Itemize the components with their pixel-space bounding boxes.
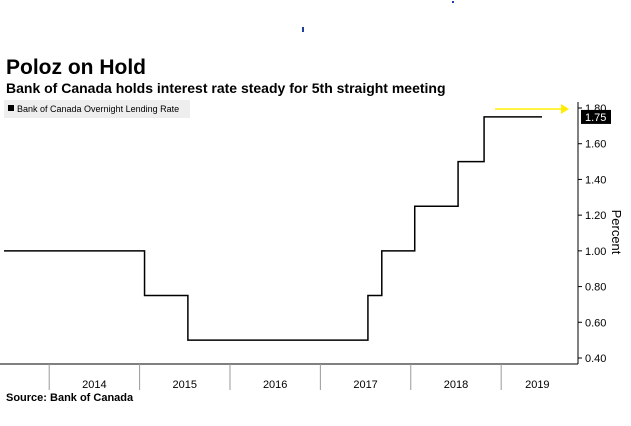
chart-subtitle: Bank of Canada holds interest rate stead… (6, 80, 446, 96)
series-group: 1.75 (4, 109, 611, 341)
y-tick-label: 1.20 (585, 210, 606, 222)
y-tick-label: 0.80 (585, 282, 606, 294)
x-tick-label: 2014 (82, 379, 106, 391)
y-tick-label: 0.60 (585, 317, 606, 329)
x-tick-label: 2018 (444, 379, 468, 391)
series-line (4, 116, 543, 341)
y-tick-label: 0.40 (585, 353, 606, 365)
x-tick-label: 2019 (525, 379, 549, 391)
x-tick-label: 2016 (263, 379, 287, 391)
y-axis-label: Percent (609, 210, 624, 255)
y-tick-label: 1.00 (585, 246, 606, 258)
legend-swatch (8, 105, 14, 111)
top-mark (302, 27, 304, 32)
arrow-icon (561, 104, 569, 114)
y-tick-label: 1.40 (585, 174, 606, 186)
last-value-badge (581, 109, 611, 124)
top-mark-small (452, 1, 454, 3)
chart-title: Poloz on Hold (6, 56, 146, 79)
legend-label: Bank of Canada Overnight Lending Rate (17, 104, 179, 114)
legend-background (4, 100, 190, 118)
source-note: Source: Bank of Canada (6, 392, 134, 404)
x-axis: 2014 2015 2016 2017 2018 2019 (0, 363, 578, 391)
legend: Bank of Canada Overnight Lending Rate (4, 100, 190, 118)
x-tick-label: 2015 (173, 379, 197, 391)
y-tick-label: 1.60 (585, 139, 606, 151)
last-value-label: 1.75 (585, 112, 606, 124)
annotation-group (495, 104, 569, 114)
x-tick-label: 2017 (353, 379, 377, 391)
